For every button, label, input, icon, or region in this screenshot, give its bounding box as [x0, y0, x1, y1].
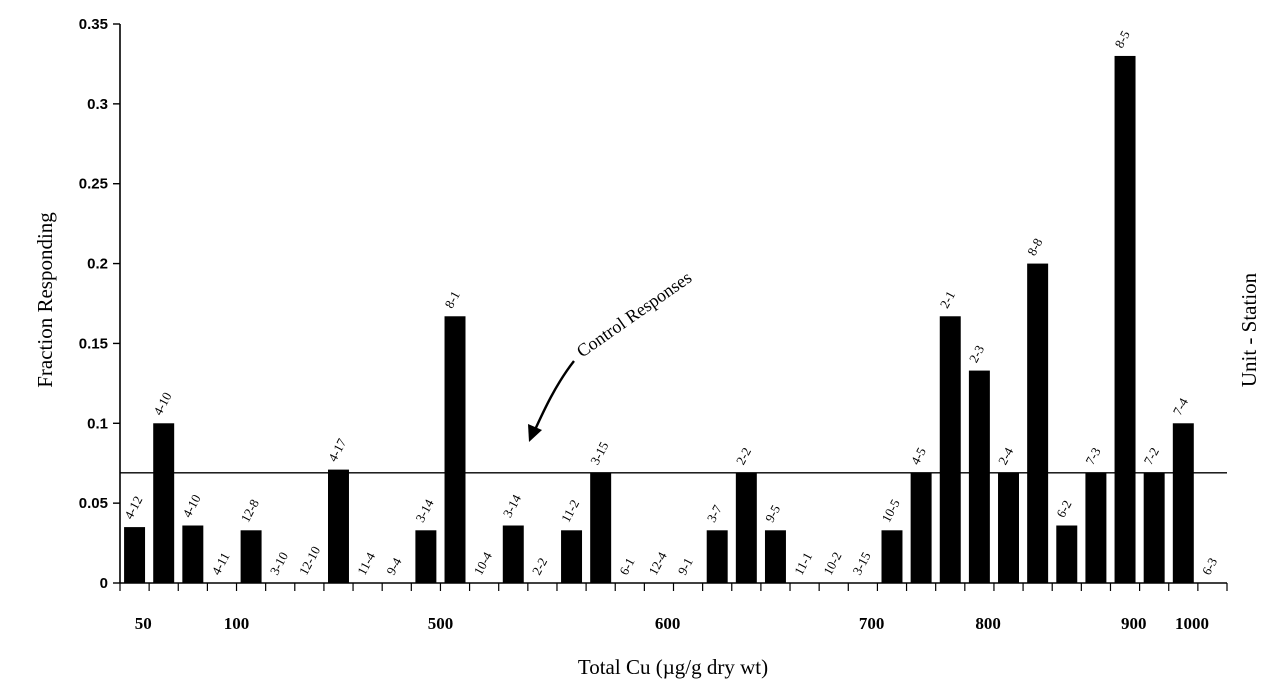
bar-label: 6-3: [1199, 555, 1220, 577]
bar-label: 12-10: [296, 544, 323, 578]
bar: [1085, 472, 1107, 583]
x-tick-label: 1000: [1175, 614, 1209, 633]
bar-label: 12-4: [645, 549, 670, 578]
bar-label: 7-4: [1170, 395, 1192, 418]
bar-label: 4-10: [150, 390, 174, 418]
bar: [502, 525, 524, 583]
bar-label: 4-5: [908, 445, 929, 467]
bar-label: 4-12: [121, 493, 145, 521]
bar: [124, 527, 146, 583]
bar-label: 11-4: [354, 549, 378, 577]
bar-label: 4-11: [208, 550, 232, 578]
bar-label: 2-3: [966, 343, 987, 365]
bar-label: 10-4: [471, 549, 496, 578]
y-axis: 0 0.05 0.1 0.15 0.2 0.25 0.3 0.35: [79, 16, 121, 592]
bar-label: 2-4: [995, 444, 1017, 467]
bar: [327, 469, 349, 583]
bar-label: 7-3: [1082, 445, 1103, 467]
y-tick-label: 0.1: [87, 415, 108, 432]
x-tick-label: 500: [428, 614, 454, 633]
bar-label: 2-2: [529, 555, 550, 577]
bar-label: 4-10: [179, 492, 203, 520]
y-tick-label: 0.2: [87, 256, 108, 273]
y-tick-label: 0.3: [87, 96, 108, 113]
y-tick-label: 0.35: [79, 16, 108, 33]
x-tick-label: 900: [1121, 614, 1147, 633]
bar-label: 3-14: [500, 491, 525, 520]
y-tick-label: 0.05: [79, 495, 108, 512]
bar: [444, 316, 466, 583]
bar-label: 6-1: [616, 555, 637, 577]
bar-label: 10-5: [878, 497, 902, 525]
bar-label: 3-7: [704, 502, 726, 525]
bar: [939, 316, 961, 583]
bar-labels: 4-12 4-10 4-10 4-11 12-83-10 12-10 4-17 11-4 9-4…: [121, 28, 1220, 577]
bar: [998, 472, 1020, 583]
bar: [1027, 263, 1049, 583]
bar: [182, 525, 204, 583]
bar-label: 3-15: [587, 439, 611, 467]
bar-label: 11-2: [558, 497, 582, 525]
bar: [153, 423, 175, 583]
bar-label: 9-4: [383, 555, 405, 578]
bar-label: 6-2: [1053, 498, 1074, 520]
bar-label: 3-14: [412, 496, 437, 525]
x-tick-label: 100: [224, 614, 250, 633]
bar-label: 2-2: [733, 445, 754, 467]
bar-label: 12-8: [237, 497, 261, 525]
x-axis-title: Total Cu (µg/g dry wt): [578, 655, 768, 679]
bar: [590, 472, 612, 583]
bar: [881, 530, 903, 583]
x-tick-label: 600: [655, 614, 681, 633]
bar: [415, 530, 437, 583]
x-tick-label: 50: [135, 614, 152, 633]
bar-label: 4-17: [325, 435, 350, 464]
bar-label: 9-1: [674, 555, 695, 577]
bar-label: 7-2: [1141, 445, 1162, 467]
bar-label: 8-8: [1024, 236, 1045, 258]
bar-label: 9-5: [762, 502, 783, 524]
y-axis-title: Fraction Responding: [33, 212, 57, 388]
bar: [1056, 525, 1078, 583]
bars: [124, 55, 1194, 583]
bar-label: 3-10: [267, 549, 291, 577]
annotation-arrow: [532, 360, 575, 433]
right-axis-title: Unit - Station: [1237, 272, 1261, 387]
bar: [910, 472, 932, 583]
x-tick-label: 800: [975, 614, 1001, 633]
bar: [1172, 423, 1194, 583]
control-response-group: Control Responses: [120, 267, 1227, 474]
bar: [735, 472, 757, 583]
bar-label: 8-5: [1111, 28, 1132, 50]
bar: [240, 530, 262, 583]
x-tick-label: 700: [859, 614, 885, 633]
annotation-arrowhead: [528, 424, 542, 442]
bar: [561, 530, 583, 583]
y-tick-label: 0: [100, 575, 108, 592]
bar: [1143, 472, 1165, 583]
bar: [1114, 55, 1136, 583]
x-axis: 50 100 500 600 700 800 900 1000: [119, 582, 1228, 633]
y-tick-label: 0.25: [79, 176, 108, 193]
bar: [706, 530, 728, 583]
bar-label: 10-2: [820, 549, 844, 577]
y-tick-label: 0.15: [79, 335, 108, 352]
bar-label: 8-1: [441, 288, 462, 310]
control-responses-annotation: Control Responses: [573, 267, 695, 361]
bar: [968, 370, 990, 583]
bar-label: 3-15: [849, 549, 873, 577]
bar-label: 2-1: [937, 288, 958, 310]
bar-label: 11-1: [791, 550, 815, 578]
bar: [764, 530, 786, 583]
